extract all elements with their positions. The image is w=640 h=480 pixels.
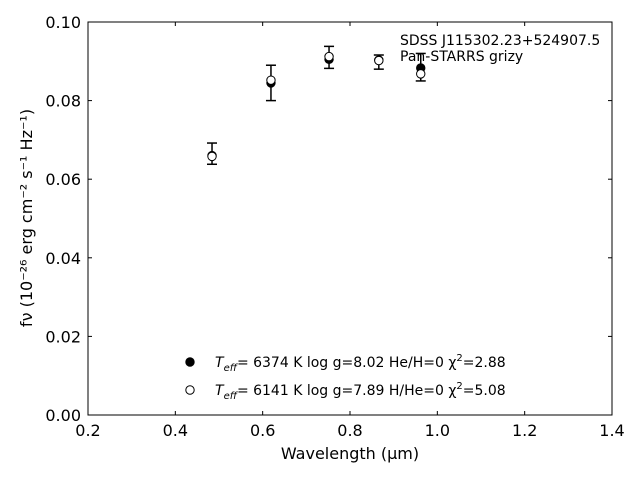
y-tick-label: 0.10 xyxy=(45,13,81,32)
x-tick-label: 1.0 xyxy=(425,421,450,440)
y-tick-label: 0.06 xyxy=(45,170,81,189)
open-model-point xyxy=(207,151,217,162)
legend-entry-text: Teff= 6374 K log g=8.02 He/H=0 χ2=2.88 xyxy=(215,353,506,374)
y-tick-label: 0.02 xyxy=(45,327,81,346)
open-model-point xyxy=(416,69,426,79)
legend-filled-marker xyxy=(185,357,195,367)
annotation-object-name: SDSS J115302.23+524907.5 xyxy=(400,33,600,49)
y-tick-label: 0.04 xyxy=(45,249,81,268)
legend: Teff= 6374 K log g=8.02 He/H=0 χ2=2.88 Te… xyxy=(185,353,506,402)
error-bars xyxy=(207,45,426,166)
open-model-point xyxy=(324,51,334,62)
x-tick-labels: 0.2 0.4 0.6 0.8 1.0 1.2 1.4 xyxy=(75,421,624,440)
x-axis-label: Wavelength (μm) xyxy=(281,444,419,463)
data-markers xyxy=(207,51,426,162)
x-tick-label: 0.2 xyxy=(75,421,100,440)
y-tick-label: 0.08 xyxy=(45,92,81,111)
legend-entry-text: Teff= 6141 K log g=7.89 H/He=0 χ2=5.08 xyxy=(215,381,506,402)
x-tick-label: 0.8 xyxy=(337,421,362,440)
y-axis-label: fν (10⁻²⁶ erg cm⁻² s⁻¹ Hz⁻¹) xyxy=(17,109,36,327)
x-tick-label: 0.4 xyxy=(163,421,188,440)
x-tick-label: 1.4 xyxy=(599,421,624,440)
tick-marks xyxy=(88,22,612,415)
open-model-point xyxy=(266,75,276,85)
x-tick-label: 1.2 xyxy=(512,421,537,440)
annotation-survey: Pan-STARRS grizy xyxy=(400,49,523,65)
legend-open-marker xyxy=(185,385,195,395)
y-tick-labels: 0.00 0.02 0.04 0.06 0.08 0.10 xyxy=(45,13,81,425)
x-tick-label: 0.6 xyxy=(250,421,275,440)
open-model-point xyxy=(374,55,384,66)
y-tick-label: 0.00 xyxy=(45,406,81,425)
